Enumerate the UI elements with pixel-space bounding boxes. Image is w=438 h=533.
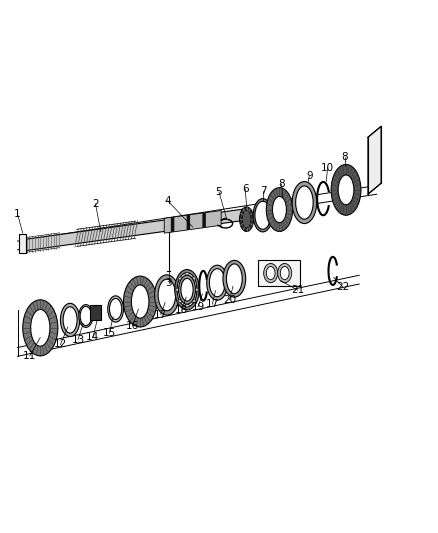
Text: 19: 19 xyxy=(191,302,205,312)
Ellipse shape xyxy=(158,279,176,311)
Ellipse shape xyxy=(266,188,293,231)
Polygon shape xyxy=(187,215,190,230)
Text: 8: 8 xyxy=(278,179,285,189)
Ellipse shape xyxy=(124,276,157,327)
Text: 6: 6 xyxy=(242,184,249,195)
Ellipse shape xyxy=(278,263,292,282)
Ellipse shape xyxy=(272,197,286,223)
Polygon shape xyxy=(202,213,206,228)
Text: 14: 14 xyxy=(86,333,99,343)
Ellipse shape xyxy=(194,288,198,292)
Ellipse shape xyxy=(209,269,225,297)
Text: 2: 2 xyxy=(92,199,99,209)
Ellipse shape xyxy=(155,275,179,315)
Ellipse shape xyxy=(292,182,317,223)
Text: 16: 16 xyxy=(126,321,139,330)
Ellipse shape xyxy=(176,288,180,292)
Ellipse shape xyxy=(23,300,58,356)
Ellipse shape xyxy=(131,285,149,318)
Ellipse shape xyxy=(185,272,189,276)
Ellipse shape xyxy=(264,263,278,282)
Ellipse shape xyxy=(108,296,124,322)
Text: 1: 1 xyxy=(14,209,21,219)
Bar xyxy=(90,305,101,320)
Text: 22: 22 xyxy=(336,281,349,292)
Ellipse shape xyxy=(60,303,80,336)
Polygon shape xyxy=(368,126,381,194)
Text: 21: 21 xyxy=(291,285,304,295)
Text: 10: 10 xyxy=(321,163,334,173)
Bar xyxy=(258,260,300,286)
Text: 3: 3 xyxy=(165,278,172,288)
Text: 9: 9 xyxy=(306,171,313,181)
Ellipse shape xyxy=(226,264,242,294)
Text: 13: 13 xyxy=(71,335,85,345)
Ellipse shape xyxy=(191,277,196,280)
Text: 20: 20 xyxy=(223,295,236,305)
Text: 17: 17 xyxy=(154,310,167,320)
Ellipse shape xyxy=(223,260,246,297)
Text: 15: 15 xyxy=(103,328,116,338)
Ellipse shape xyxy=(331,165,361,215)
Ellipse shape xyxy=(185,304,189,307)
Ellipse shape xyxy=(255,201,271,229)
Ellipse shape xyxy=(242,211,251,228)
Text: 12: 12 xyxy=(54,340,67,350)
Ellipse shape xyxy=(178,277,183,280)
Ellipse shape xyxy=(253,199,272,232)
Ellipse shape xyxy=(207,265,228,300)
Ellipse shape xyxy=(191,299,196,303)
Text: 18: 18 xyxy=(175,305,188,316)
Ellipse shape xyxy=(240,207,254,231)
Polygon shape xyxy=(22,209,243,251)
Polygon shape xyxy=(19,233,26,253)
Text: 17: 17 xyxy=(206,299,219,309)
Ellipse shape xyxy=(175,270,199,310)
Ellipse shape xyxy=(178,299,183,303)
Text: 8: 8 xyxy=(341,152,348,162)
Ellipse shape xyxy=(280,266,289,280)
Text: 7: 7 xyxy=(260,186,267,196)
Ellipse shape xyxy=(79,304,93,327)
Ellipse shape xyxy=(179,275,195,304)
Text: 11: 11 xyxy=(23,351,36,361)
Text: 4: 4 xyxy=(164,196,171,206)
Ellipse shape xyxy=(338,175,354,205)
Ellipse shape xyxy=(181,278,193,301)
Ellipse shape xyxy=(266,266,275,280)
Ellipse shape xyxy=(110,298,122,319)
Text: 5: 5 xyxy=(215,187,223,197)
Ellipse shape xyxy=(31,310,50,346)
Polygon shape xyxy=(171,217,174,232)
Ellipse shape xyxy=(63,307,77,333)
Ellipse shape xyxy=(296,186,313,219)
Polygon shape xyxy=(164,211,221,233)
Ellipse shape xyxy=(177,273,197,307)
Ellipse shape xyxy=(80,306,92,326)
